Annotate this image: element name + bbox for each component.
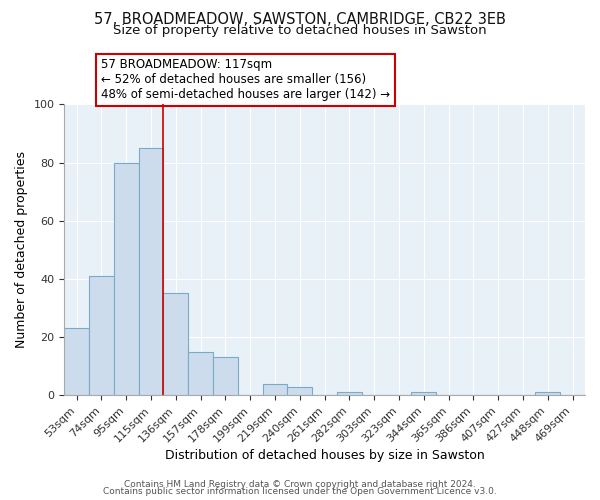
Bar	[287, 386, 312, 395]
Bar	[337, 392, 362, 395]
Bar	[412, 392, 436, 395]
Text: Contains HM Land Registry data © Crown copyright and database right 2024.: Contains HM Land Registry data © Crown c…	[124, 480, 476, 489]
Text: 57, BROADMEADOW, SAWSTON, CAMBRIDGE, CB22 3EB: 57, BROADMEADOW, SAWSTON, CAMBRIDGE, CB2…	[94, 12, 506, 28]
Bar	[64, 328, 89, 395]
Bar	[213, 358, 238, 395]
Bar	[535, 392, 560, 395]
Bar	[114, 162, 139, 395]
Bar	[163, 294, 188, 395]
Bar	[263, 384, 287, 395]
Bar	[139, 148, 163, 395]
X-axis label: Distribution of detached houses by size in Sawston: Distribution of detached houses by size …	[165, 450, 485, 462]
Bar	[188, 352, 213, 395]
Text: Contains public sector information licensed under the Open Government Licence v3: Contains public sector information licen…	[103, 488, 497, 496]
Text: 57 BROADMEADOW: 117sqm
← 52% of detached houses are smaller (156)
48% of semi-de: 57 BROADMEADOW: 117sqm ← 52% of detached…	[101, 58, 390, 102]
Bar	[89, 276, 114, 395]
Y-axis label: Number of detached properties: Number of detached properties	[15, 152, 28, 348]
Text: Size of property relative to detached houses in Sawston: Size of property relative to detached ho…	[113, 24, 487, 37]
